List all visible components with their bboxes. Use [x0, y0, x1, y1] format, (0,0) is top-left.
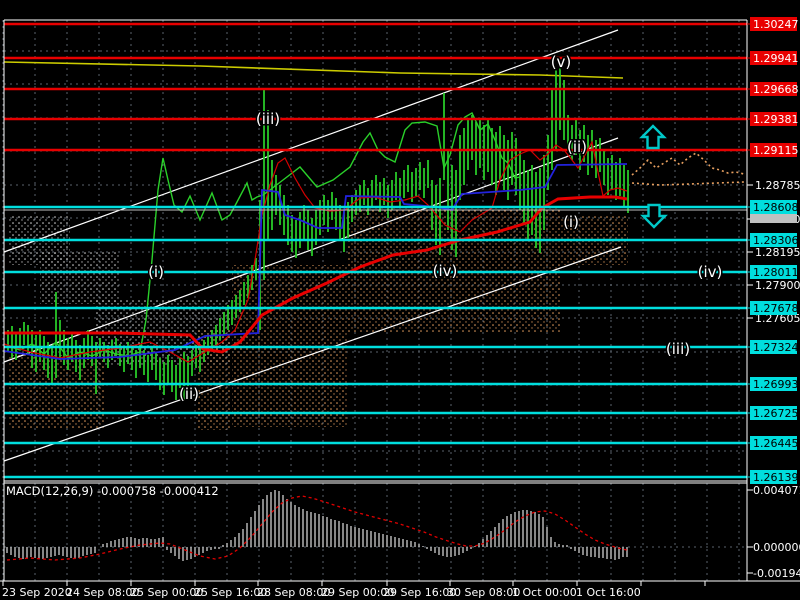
wave-label: (ii) — [179, 385, 199, 403]
time-axis-label: 28 Sep 08:00 — [257, 586, 330, 599]
macd-indicator: MACD(12,26,9) -0.000758 -0.000412 0.00407… — [6, 484, 800, 580]
signal-arrows[interactable] — [639, 124, 668, 229]
price-level-badge-text: 1.29381 — [753, 113, 799, 126]
price-tick-label: 1.27900 — [755, 279, 800, 292]
price-level-badge — [750, 470, 797, 484]
price-tick-label: 1.28195 — [755, 246, 800, 259]
price-level-badge — [750, 51, 797, 65]
price-level-badge — [750, 17, 797, 31]
price-level-badge-text: 1.26993 — [753, 378, 799, 391]
wave-label: (iii) — [666, 340, 690, 358]
price-level-badge — [750, 406, 797, 420]
price-level-badge-text: 1.28011 — [753, 266, 799, 279]
price-level-badge — [750, 143, 797, 157]
price-level-badge — [750, 436, 797, 450]
price-level-badge-text: 1.27678 — [753, 302, 799, 315]
price-level-badge-text: 1.29115 — [753, 144, 799, 157]
time-axis-label: 29 Sep 16:00 — [383, 586, 456, 599]
price-level-badge-text: 1.28608 — [753, 201, 799, 214]
wave-label: (i) — [563, 213, 579, 231]
time-axis-label: 1 Oct 16:00 — [576, 586, 641, 599]
price-level-badge-text: 1.30247 — [753, 18, 799, 31]
time-axis-label: 30 Sep 08:00 — [447, 586, 520, 599]
chikou-span-line — [7, 112, 521, 359]
price-tick-label: 1.28785 — [755, 179, 800, 192]
price-level-badge — [750, 265, 797, 279]
price-level-badge — [750, 112, 797, 126]
price-tick-label: 1.27605 — [755, 312, 800, 325]
price-level-badge — [750, 340, 797, 354]
yellow-ma-line — [3, 61, 624, 79]
price-level-badge-text: 1.26725 — [753, 407, 799, 420]
time-axis-label: 25 Sep 00:00 — [130, 586, 203, 599]
price-level-badge — [750, 301, 797, 315]
price-axis[interactable]: 1.287851.284901.281951.279001.276051.302… — [747, 17, 800, 484]
price-level-badge — [750, 377, 797, 391]
wave-label: (iv) — [433, 262, 458, 280]
wave-label: (ii) — [567, 138, 587, 156]
price-level-badge-text: 1.26445 — [753, 437, 799, 450]
macd-axis-label: 0.004071 — [753, 484, 800, 497]
price-level-badge — [750, 233, 797, 247]
future-cloud-upper — [631, 152, 745, 176]
wave-label: (iv) — [698, 263, 723, 281]
price-level-badge-text: 1.27324 — [753, 341, 799, 354]
kijun-line — [3, 163, 628, 360]
wave-label: (v) — [551, 53, 572, 71]
time-axis-label: 24 Sep 08:00 — [66, 586, 139, 599]
time-axis-label: 29 Sep 00:00 — [321, 586, 394, 599]
wave-label: (iii) — [256, 110, 280, 128]
time-axis-label: 1 Oct 00:00 — [512, 586, 577, 599]
thick-red-ma-line — [4, 195, 628, 354]
arrow-up-icon[interactable] — [639, 124, 667, 150]
price-levels[interactable] — [4, 22, 747, 479]
arrow-down-icon[interactable] — [640, 203, 668, 229]
macd-label: MACD(12,26,9) -0.000758 -0.000412 — [6, 484, 219, 498]
price-level-badge — [750, 82, 797, 96]
time-axis-label: 23 Sep 2020 — [2, 586, 72, 599]
price-level-badge-text: 1.28306 — [753, 234, 799, 247]
future-cloud-lower — [631, 181, 745, 186]
wave-label: (i) — [148, 263, 164, 281]
wave-labels: (i) (ii) (iii) (iv) (v) (ii) (i) (iv) (iii) — [147, 52, 724, 405]
price-level-badge — [750, 200, 797, 214]
macd-axis-label: 0.000000 — [753, 541, 800, 554]
price-level-badge-text: 1.29941 — [753, 52, 799, 65]
price-level-badge-text: 1.29668 — [753, 83, 799, 96]
panel-frames — [0, 19, 800, 582]
price-level-badge-text: 1.26139 — [753, 471, 799, 484]
time-axis-label: 25 Sep 16:00 — [194, 586, 267, 599]
